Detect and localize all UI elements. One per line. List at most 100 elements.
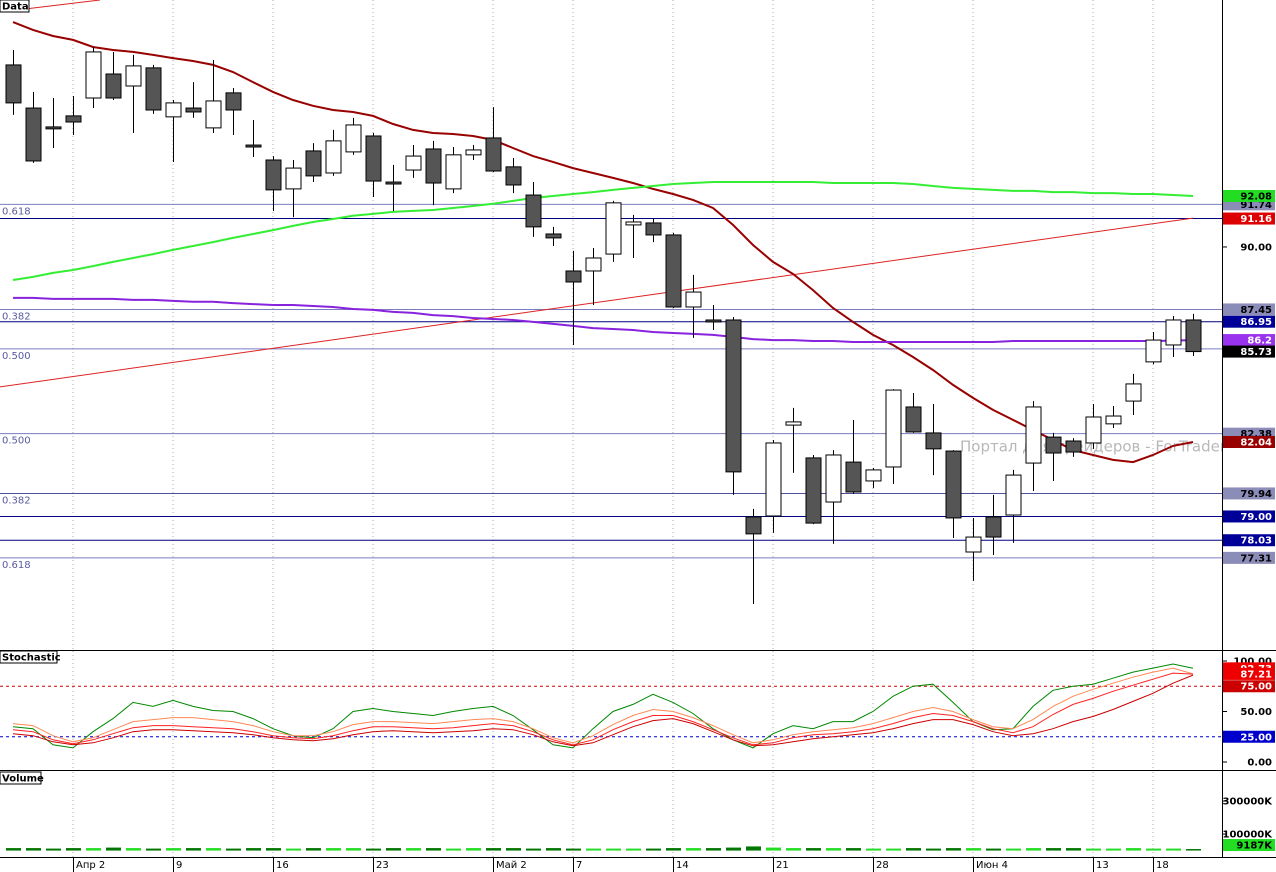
level-label-box — [1223, 534, 1275, 547]
x-tick-label: 21 — [776, 860, 789, 871]
candle-body — [625, 221, 642, 226]
volume-bar — [66, 848, 81, 851]
candle-body — [5, 64, 22, 104]
x-tick-label: 14 — [676, 860, 689, 871]
trend-line — [0, 217, 1194, 388]
volume-bar — [1066, 848, 1081, 851]
candle-body — [1145, 339, 1162, 363]
candle-body — [1025, 406, 1042, 464]
volume-bar — [6, 848, 21, 851]
candle-body — [105, 73, 122, 99]
watermark: Портал для трейдеров - ForTrader.ru — [960, 438, 1245, 456]
fib-label: 0.382 — [2, 495, 31, 506]
volume-bar — [326, 848, 341, 851]
candle-body — [65, 115, 82, 123]
line-value-label: 92.08 — [1240, 192, 1272, 203]
level-label: 82.38 — [1240, 429, 1272, 440]
candle-body — [585, 257, 602, 272]
volume-bar — [686, 848, 701, 851]
candle-body — [1085, 416, 1102, 444]
candle-body — [925, 432, 942, 450]
volume-bar — [986, 848, 1001, 851]
volume-bar — [806, 848, 821, 851]
x-tick-label: 18 — [1156, 860, 1169, 871]
volume-bar — [706, 848, 721, 851]
volume-bar — [446, 848, 461, 851]
fib-label: 0.382 — [2, 311, 31, 322]
level-label-box — [1223, 315, 1275, 328]
volume-bar — [566, 848, 581, 851]
reference-label-box — [1223, 680, 1275, 693]
line-value-label: 82.04 — [1240, 437, 1272, 448]
volume-bar — [546, 848, 561, 851]
y-tick-label: 300000K — [1223, 797, 1274, 808]
candle-body — [645, 222, 662, 236]
candle-body — [545, 233, 562, 239]
level-label-box — [1223, 551, 1275, 564]
volume-bar — [1026, 848, 1041, 851]
volume-bar — [726, 847, 741, 851]
y-tick-label: 90.00 — [1240, 242, 1272, 253]
panel-title: Data — [2, 2, 29, 13]
level-label: 87.45 — [1240, 305, 1272, 316]
candle-body — [265, 159, 282, 191]
candle-body — [505, 166, 522, 186]
candle-body — [885, 389, 902, 468]
candle-body — [85, 51, 102, 99]
x-tick-label: 16 — [276, 860, 289, 871]
volume-bar — [1046, 848, 1061, 851]
volume-bar — [386, 848, 401, 851]
volume-bar — [246, 848, 261, 851]
candle-body — [285, 167, 302, 190]
volume-bar — [786, 848, 801, 851]
volume-bar — [1126, 848, 1141, 851]
x-tick-label: Июн 4 — [976, 860, 1008, 871]
volume-bar — [606, 848, 621, 851]
candle-body — [465, 149, 482, 156]
candle-body — [805, 457, 822, 524]
candle-body — [305, 150, 322, 177]
candle-body — [725, 319, 742, 473]
level-label: 78.03 — [1240, 536, 1272, 547]
reference-label: 75.00 — [1240, 682, 1272, 693]
y-tick-label: 0.00 — [1247, 758, 1272, 769]
candle-body — [45, 126, 62, 130]
panel-title-box — [0, 650, 58, 664]
candle-body — [825, 454, 842, 503]
panel-title-box — [0, 771, 42, 785]
stochastic-plot — [0, 651, 1222, 770]
fib-label: 0.618 — [2, 560, 31, 571]
candle-body — [605, 202, 622, 255]
volume-bar — [586, 848, 601, 851]
level-label: 77.31 — [1240, 553, 1272, 564]
volume-label-box — [1223, 839, 1275, 852]
level-label-box — [1223, 487, 1275, 500]
candle-body — [945, 450, 962, 519]
fib-label: 0.500 — [2, 436, 31, 447]
candle-body — [785, 421, 802, 426]
candle-body — [205, 100, 222, 129]
candle-body — [1125, 383, 1142, 402]
volume-bar — [946, 848, 961, 851]
candle-body — [385, 181, 402, 185]
candle-body — [1005, 474, 1022, 516]
candle-body — [705, 319, 722, 323]
oscillator-line — [12, 667, 1194, 744]
volume-bar — [1166, 848, 1181, 851]
reference-label: 25.00 — [1240, 732, 1272, 743]
volume-bar — [966, 848, 981, 851]
x-tick-label: Май 2 — [496, 860, 527, 871]
candle-body — [365, 135, 382, 182]
candle-body — [565, 270, 582, 283]
panel-title: Stochastic — [2, 653, 61, 664]
candle-body — [1045, 436, 1062, 454]
volume-bar — [746, 846, 761, 851]
candle-body — [745, 516, 762, 535]
level-label-box — [1223, 303, 1275, 316]
candle-body — [1065, 440, 1082, 453]
x-tick-label: 28 — [876, 860, 889, 871]
line-value-label-box — [1223, 435, 1275, 448]
candle-body — [985, 516, 1002, 538]
